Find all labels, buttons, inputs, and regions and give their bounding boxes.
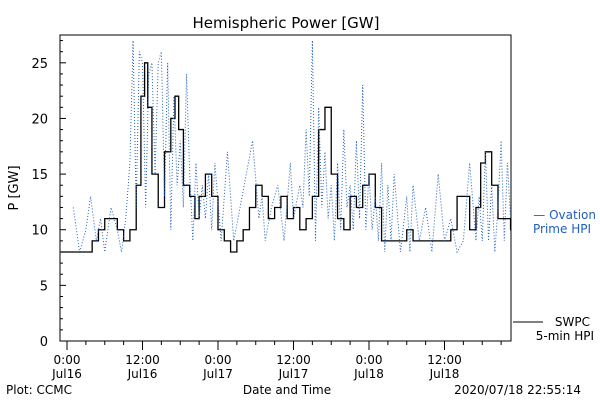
y-tick-label: 0 bbox=[40, 335, 48, 350]
series-swpc-line bbox=[61, 62, 512, 253]
y-tick-label: 5 bbox=[40, 279, 48, 294]
x-tick-time: 0:00 bbox=[205, 353, 232, 367]
y-axis-ticks: 0 5 10 15 20 25 bbox=[31, 40, 66, 350]
legend-ovation-label: — Ovation bbox=[533, 208, 596, 222]
timestamp: 2020/07/18 22:55:14 bbox=[454, 383, 581, 397]
plot-frame bbox=[59, 34, 512, 342]
plot-credit: Plot: CCMC bbox=[6, 383, 72, 397]
y-tick-label: 10 bbox=[31, 224, 48, 239]
x-tick-time: 12:00 bbox=[276, 353, 311, 367]
x-tick-time: 12:00 bbox=[427, 353, 462, 367]
series-group bbox=[61, 40, 512, 254]
y-axis-label: P [GW] bbox=[7, 165, 22, 210]
x-tick-time: 12:00 bbox=[125, 353, 160, 367]
chart-title: Hemispheric Power [GW] bbox=[193, 14, 380, 32]
y-tick-label: 25 bbox=[31, 57, 48, 72]
x-tick-day: Jul17 bbox=[278, 367, 309, 381]
x-axis-ticks: 0:00Jul1612:00Jul160:00Jul1712:00Jul170:… bbox=[51, 341, 502, 381]
x-tick-day: Jul17 bbox=[202, 367, 233, 381]
legend-swpc-label: SWPC bbox=[555, 315, 590, 329]
x-tick-day: Jul18 bbox=[429, 367, 460, 381]
series-ovation-line bbox=[72, 40, 512, 254]
x-tick-time: 0:00 bbox=[356, 353, 383, 367]
y-tick-label: 20 bbox=[31, 112, 48, 127]
x-tick-day: Jul16 bbox=[127, 367, 158, 381]
y-tick-label: 15 bbox=[31, 168, 48, 183]
x-tick-day: Jul16 bbox=[51, 367, 82, 381]
legend-ovation-label-2: Prime HPI bbox=[533, 222, 591, 236]
legend-swpc-label-2: 5-min HPI bbox=[536, 329, 594, 343]
x-tick-time: 0:00 bbox=[54, 353, 81, 367]
x-axis-label: Date and Time bbox=[243, 383, 331, 397]
x-tick-day: Jul18 bbox=[353, 367, 384, 381]
